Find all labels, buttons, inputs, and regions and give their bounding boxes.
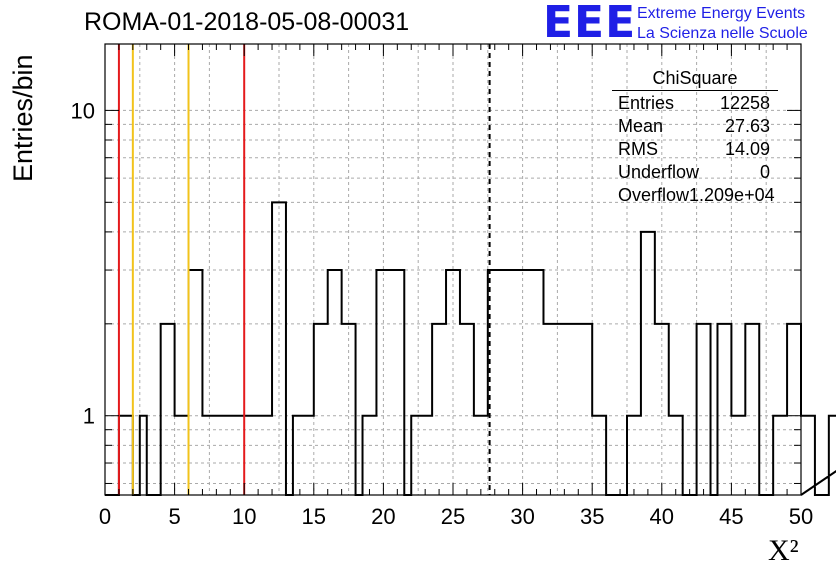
stats-label: Entries [618,93,675,113]
x-tick-label: 10 [232,504,256,529]
x-tick-label: 25 [441,504,465,529]
x-tick-label: 30 [510,504,534,529]
y-axis-label: Entries/bin [8,54,38,182]
x-tick-label: 35 [580,504,604,529]
stats-value: 1.209e+04 [689,185,775,205]
x-tick-label: 50 [789,504,813,529]
stats-title: ChiSquare [612,66,778,91]
stats-row-underflow: Underflow 0 [612,161,778,184]
x-tick-label: 45 [719,504,743,529]
stats-row-entries: Entries 12258 [612,92,778,115]
stats-label: RMS [618,139,658,159]
stats-label: Mean [618,116,664,136]
eee-logo: EEE [543,0,637,48]
stats-value: 12258 [719,93,770,113]
stats-row-rms: RMS 14.09 [612,138,778,161]
stats-label: Overflow [618,185,690,205]
x-tick-label: 5 [168,504,180,529]
stats-value: 14.09 [724,139,770,159]
x-tick-label: 20 [371,504,395,529]
stats-box: ChiSquare Entries 12258 Mean 27.63 RMS 14.0… [612,66,778,207]
logo-line-2: La Scienza nelle Scuole [637,25,808,42]
stats-row-mean: Mean 27.63 [612,115,778,138]
chart-title: ROMA-01-2018-05-08-00031 [84,8,410,36]
stats-value: 0 [759,162,770,182]
x-tick-label: 15 [302,504,326,529]
stats-row-overflow: Overflow 1.209e+04 [612,184,778,207]
y-tick-label: 1 [83,404,95,429]
x-tick-label: 40 [650,504,674,529]
x-tick-label: 0 [99,504,111,529]
y-tick-label: 10 [71,98,95,123]
histogram-series [105,201,836,496]
x-axis-label: X² [768,534,799,567]
logo-line-1: Extreme Energy Events [637,5,806,22]
stats-label: Underflow [618,162,700,182]
stats-value: 27.63 [724,116,770,136]
